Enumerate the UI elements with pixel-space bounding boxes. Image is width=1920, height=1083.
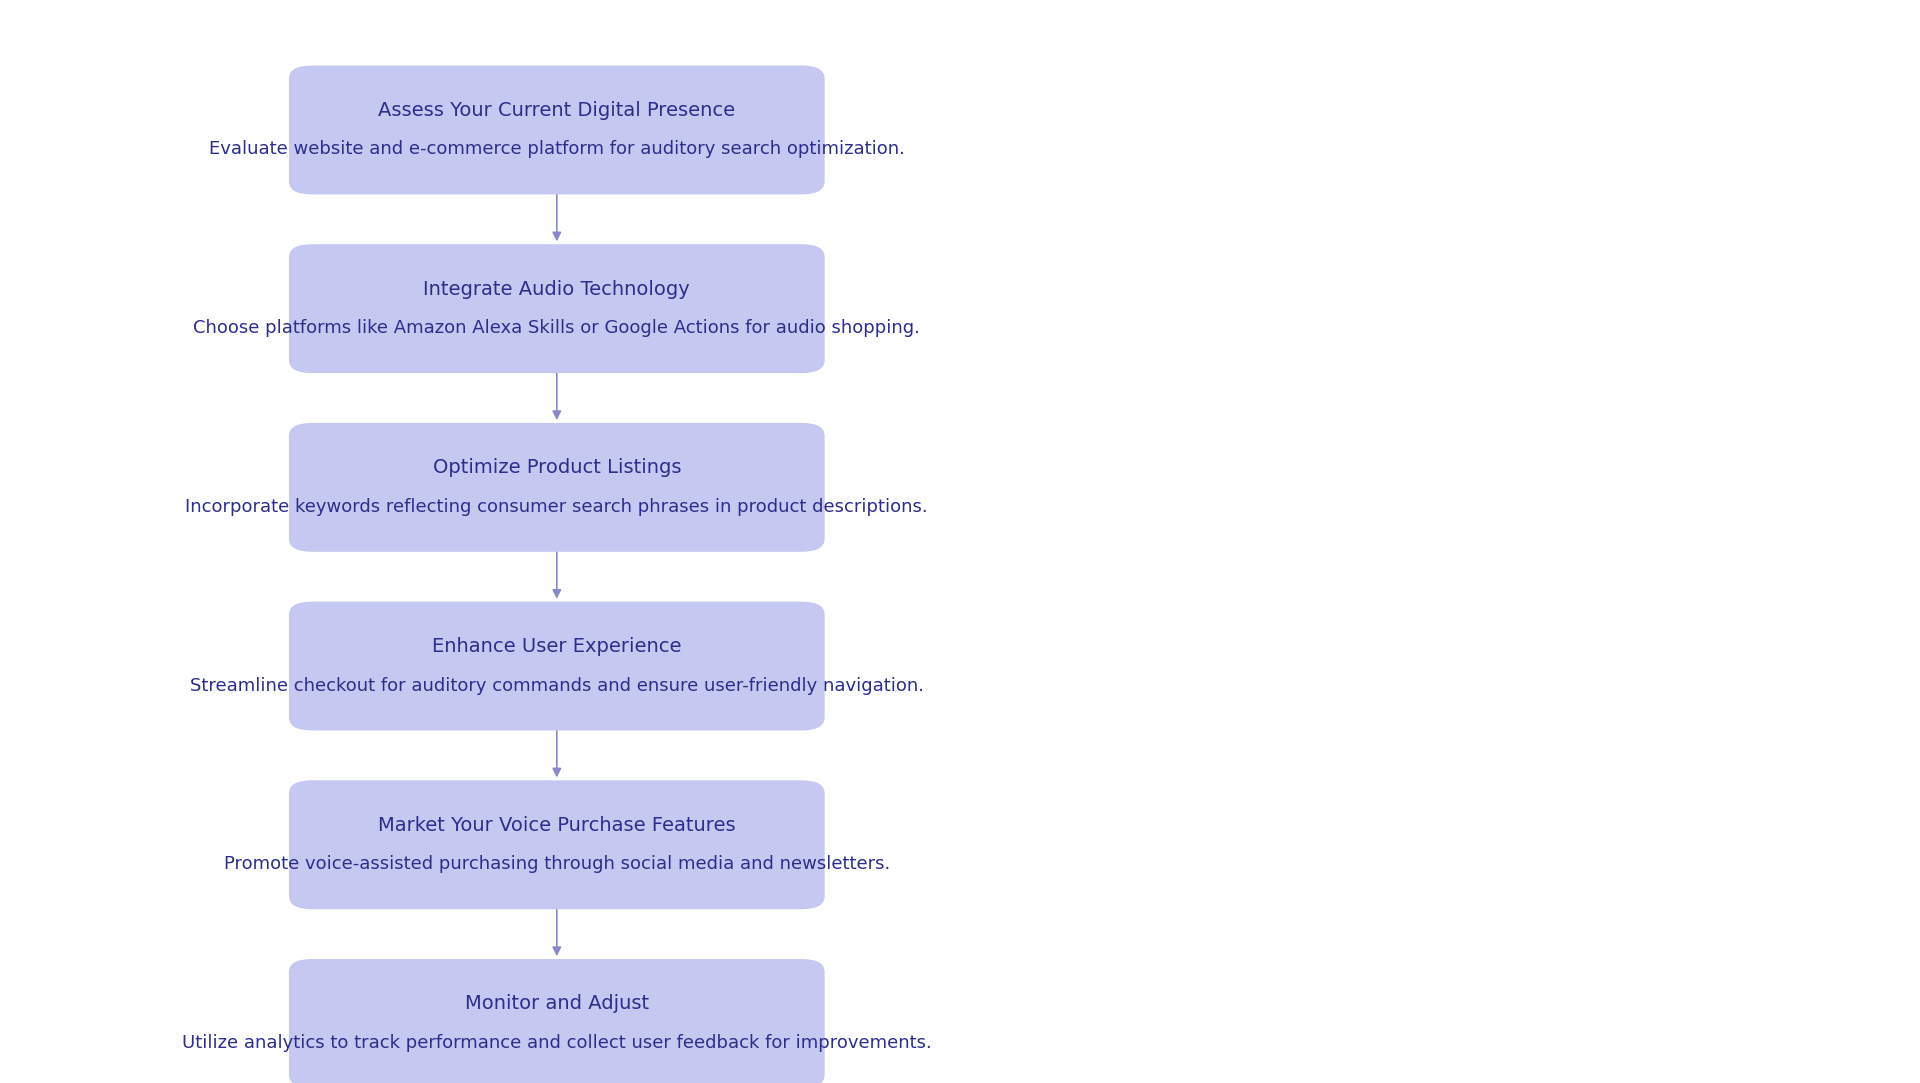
FancyBboxPatch shape	[288, 245, 826, 373]
FancyBboxPatch shape	[288, 780, 826, 910]
Text: Market Your Voice Purchase Features: Market Your Voice Purchase Features	[378, 815, 735, 835]
Text: Assess Your Current Digital Presence: Assess Your Current Digital Presence	[378, 101, 735, 120]
Text: Enhance User Experience: Enhance User Experience	[432, 637, 682, 656]
Text: Utilize analytics to track performance and collect user feedback for improvement: Utilize analytics to track performance a…	[182, 1034, 931, 1052]
Text: Promote voice-assisted purchasing through social media and newsletters.: Promote voice-assisted purchasing throug…	[223, 856, 891, 873]
FancyBboxPatch shape	[288, 602, 826, 730]
FancyBboxPatch shape	[288, 422, 826, 552]
Text: Incorporate keywords reflecting consumer search phrases in product descriptions.: Incorporate keywords reflecting consumer…	[186, 498, 927, 516]
Text: Evaluate website and e-commerce platform for auditory search optimization.: Evaluate website and e-commerce platform…	[209, 141, 904, 158]
Text: Choose platforms like Amazon Alexa Skills or Google Actions for audio shopping.: Choose platforms like Amazon Alexa Skill…	[194, 319, 920, 337]
Text: Optimize Product Listings: Optimize Product Listings	[432, 458, 682, 478]
FancyBboxPatch shape	[288, 960, 826, 1083]
Text: Integrate Audio Technology: Integrate Audio Technology	[424, 279, 689, 299]
Text: Monitor and Adjust: Monitor and Adjust	[465, 994, 649, 1014]
FancyBboxPatch shape	[288, 65, 826, 195]
Text: Streamline checkout for auditory commands and ensure user-friendly navigation.: Streamline checkout for auditory command…	[190, 677, 924, 694]
